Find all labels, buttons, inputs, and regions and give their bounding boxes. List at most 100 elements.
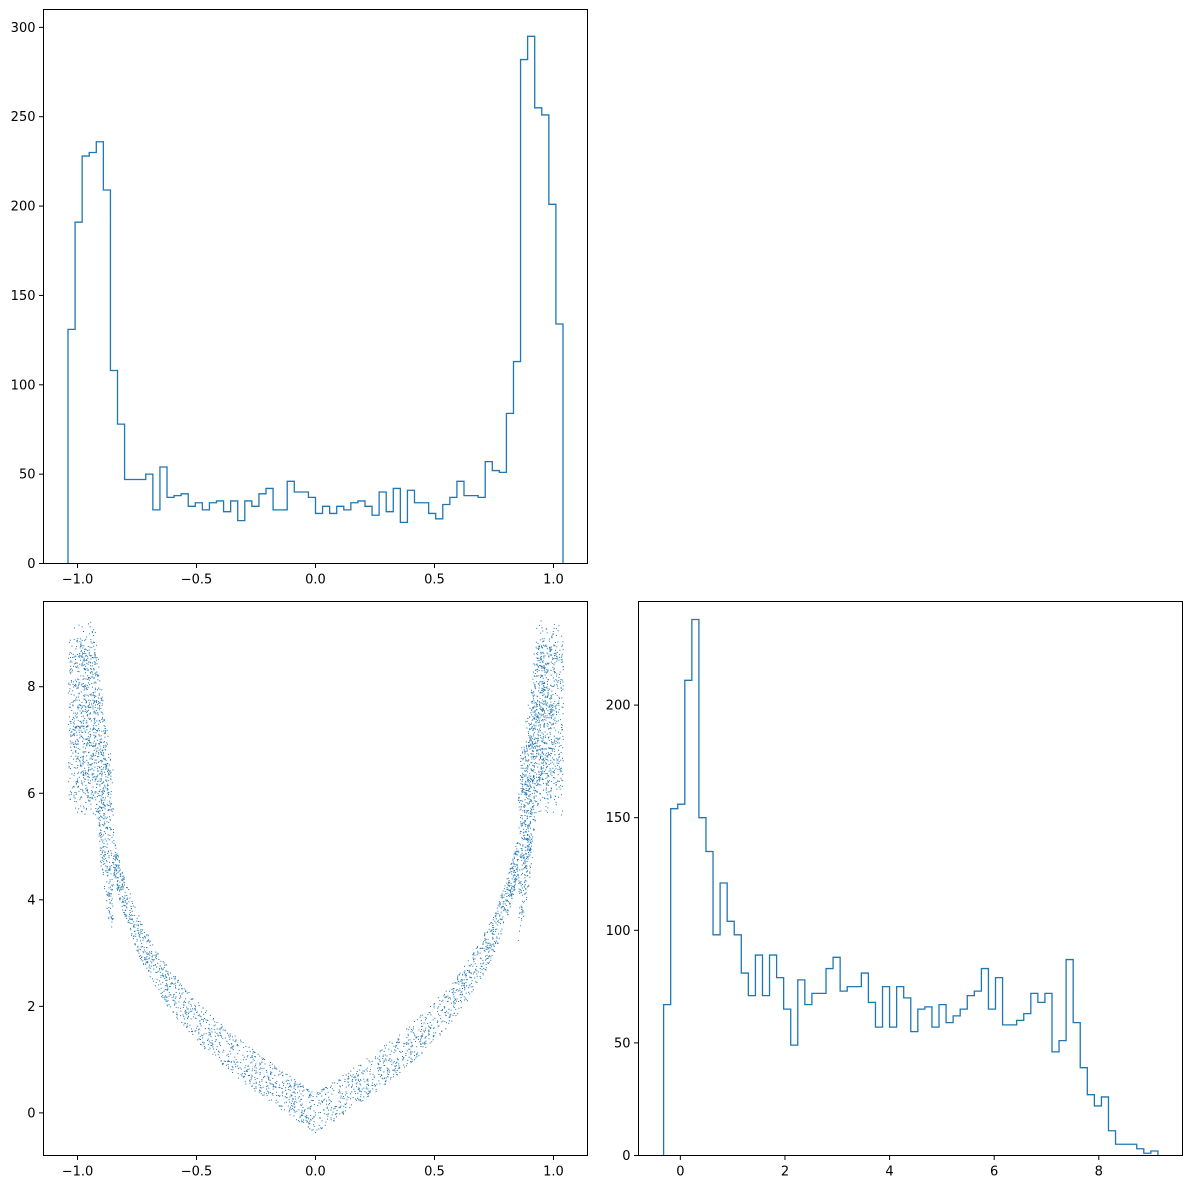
scatter-point	[547, 774, 549, 776]
scatter-point	[310, 1119, 312, 1121]
scatter-point	[543, 710, 545, 712]
scatter-point	[525, 802, 527, 804]
scatter-point	[167, 972, 169, 974]
scatter-point	[545, 752, 547, 754]
scatter-point	[183, 1015, 185, 1017]
scatter-point	[518, 801, 520, 803]
scatter-point	[526, 746, 527, 748]
scatter-point	[98, 728, 100, 730]
scatter-point	[110, 809, 112, 811]
scatter-point	[82, 758, 84, 760]
scatter-point	[80, 757, 82, 758]
scatter-point	[536, 627, 538, 629]
scatter-point	[472, 986, 474, 988]
scatter-point	[123, 897, 125, 899]
scatter-point	[93, 701, 95, 703]
scatter-point	[532, 747, 534, 749]
scatter-point	[259, 1081, 260, 1083]
scatter-point	[535, 795, 537, 797]
scatter-point	[492, 936, 494, 938]
scatter-point	[550, 780, 552, 782]
scatter-point	[205, 1019, 207, 1021]
scatter-point	[535, 785, 537, 787]
scatter-point	[209, 1042, 211, 1044]
scatter-point	[503, 901, 505, 903]
scatter-point	[531, 702, 533, 704]
scatter-point	[361, 1072, 363, 1074]
scatter-point	[75, 731, 77, 733]
scatter-point	[516, 876, 518, 878]
scatter-point	[155, 982, 157, 984]
scatter-point	[526, 790, 528, 792]
scatter-point	[99, 772, 101, 774]
scatter-point	[485, 958, 487, 960]
scatter-point	[101, 824, 103, 826]
scatter-point	[525, 865, 527, 867]
scatter-point	[114, 869, 116, 871]
scatter-point	[137, 921, 139, 922]
scatter-point	[75, 755, 77, 757]
scatter-point	[552, 694, 554, 696]
scatter-point	[141, 942, 143, 944]
scatter-point	[457, 979, 459, 981]
scatter-point	[387, 1069, 388, 1071]
scatter-point	[110, 793, 112, 795]
scatter-point	[86, 714, 88, 716]
scatter-point	[346, 1096, 348, 1098]
scatter-point	[80, 712, 82, 714]
scatter-point	[530, 735, 532, 737]
scatter-point	[111, 926, 113, 928]
scatter-point	[101, 738, 103, 740]
scatter-point	[218, 1028, 220, 1030]
scatter-point	[491, 944, 493, 945]
scatter-point	[98, 795, 100, 796]
scatter-point	[546, 766, 548, 768]
scatter-point	[523, 805, 525, 807]
scatter-point	[551, 744, 553, 746]
scatter-point	[463, 984, 465, 986]
scatter-point	[133, 925, 135, 927]
scatter-point	[251, 1055, 253, 1057]
scatter-point	[166, 1000, 168, 1002]
scatter-point	[535, 757, 537, 759]
scatter-point	[164, 996, 165, 998]
scatter-point	[71, 741, 73, 743]
scatter-point	[529, 707, 531, 709]
scatter-point	[550, 759, 552, 761]
scatter-point	[111, 852, 113, 854]
scatter-point	[308, 1122, 310, 1124]
scatter-point	[535, 725, 537, 727]
scatter-point	[176, 1014, 178, 1015]
scatter-point	[275, 1083, 277, 1084]
scatter-point	[73, 725, 74, 727]
scatter-point	[233, 1060, 235, 1062]
scatter-point	[533, 682, 535, 684]
scatter-point	[265, 1070, 267, 1071]
scatter-point	[200, 1039, 201, 1040]
scatter-point	[366, 1086, 368, 1088]
scatter-point	[557, 765, 559, 766]
scatter-point	[160, 975, 162, 976]
scatter-point	[86, 795, 88, 797]
scatter-point	[285, 1087, 287, 1089]
scatter-point	[464, 982, 465, 984]
scatter-point	[100, 806, 102, 808]
scatter-point	[549, 638, 551, 640]
scatter-point	[539, 665, 541, 667]
scatter-point	[553, 718, 555, 720]
scatter-point	[449, 1016, 451, 1018]
scatter-point	[412, 1045, 414, 1047]
scatter-point	[82, 763, 84, 765]
scatter-point	[452, 982, 454, 984]
scatter-point	[98, 694, 100, 696]
scatter-point	[98, 791, 100, 792]
scatter-point	[545, 806, 547, 808]
scatter-point	[395, 1050, 397, 1052]
scatter-point	[551, 635, 553, 637]
scatter-point	[552, 707, 554, 708]
scatter-point	[561, 794, 562, 796]
scatter-point	[100, 849, 102, 851]
scatter-point	[111, 810, 113, 812]
scatter-point	[155, 963, 156, 965]
scatter-point	[488, 962, 489, 964]
